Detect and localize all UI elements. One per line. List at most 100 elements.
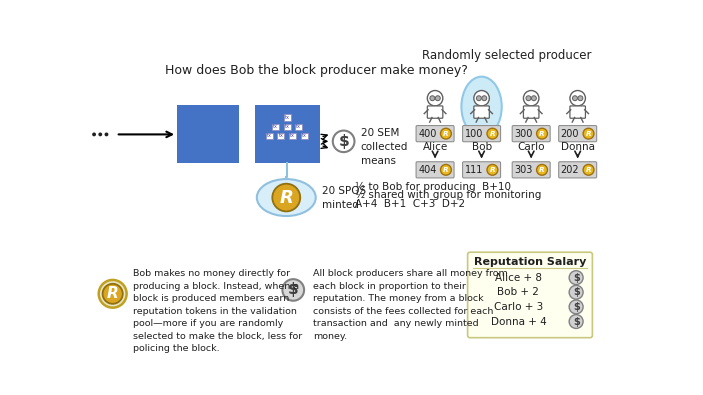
Text: 20 SEM
collected
means: 20 SEM collected means <box>361 128 408 167</box>
Text: 20 SPOS
minted: 20 SPOS minted <box>322 186 366 210</box>
Text: Reputation Salary: Reputation Salary <box>474 257 586 267</box>
Text: 303: 303 <box>514 165 533 175</box>
Circle shape <box>98 132 102 136</box>
FancyBboxPatch shape <box>272 124 279 130</box>
Text: $: $ <box>573 316 579 327</box>
Circle shape <box>430 96 435 101</box>
Circle shape <box>441 164 451 175</box>
FancyBboxPatch shape <box>416 126 454 142</box>
FancyBboxPatch shape <box>463 126 501 142</box>
Text: R: R <box>489 167 495 173</box>
Text: Bob: Bob <box>472 142 491 152</box>
FancyBboxPatch shape <box>559 162 597 178</box>
Circle shape <box>103 284 123 304</box>
Circle shape <box>569 271 583 284</box>
Ellipse shape <box>461 77 502 137</box>
Text: tx: tx <box>290 134 295 139</box>
Circle shape <box>583 128 594 139</box>
Circle shape <box>435 96 440 101</box>
Text: $: $ <box>573 273 579 283</box>
Text: tx: tx <box>302 134 307 139</box>
Circle shape <box>569 285 583 299</box>
FancyBboxPatch shape <box>301 133 308 139</box>
Text: tx: tx <box>296 124 301 129</box>
Circle shape <box>569 300 583 314</box>
FancyBboxPatch shape <box>295 124 302 130</box>
Circle shape <box>98 280 127 308</box>
Text: 400: 400 <box>418 129 437 139</box>
FancyBboxPatch shape <box>278 133 284 139</box>
Text: 202: 202 <box>560 165 579 175</box>
Text: A+4  B+1  C+3  D+2: A+4 B+1 C+3 D+2 <box>355 199 465 209</box>
FancyBboxPatch shape <box>254 105 321 163</box>
Circle shape <box>283 279 304 301</box>
Circle shape <box>441 128 451 139</box>
Text: R: R <box>443 131 449 137</box>
Circle shape <box>272 184 300 211</box>
FancyBboxPatch shape <box>266 133 273 139</box>
Circle shape <box>487 128 498 139</box>
Text: ½ shared with group for monitoring: ½ shared with group for monitoring <box>355 190 541 200</box>
Circle shape <box>570 90 586 106</box>
Text: All block producers share all money from
each block in proportion to their
reput: All block producers share all money from… <box>313 269 508 340</box>
FancyBboxPatch shape <box>512 162 550 178</box>
FancyBboxPatch shape <box>177 105 239 163</box>
Text: Carlo + 3: Carlo + 3 <box>494 302 543 312</box>
Text: R: R <box>586 167 591 173</box>
Text: ½ to Bob for producing  B+10: ½ to Bob for producing B+10 <box>355 182 511 192</box>
Circle shape <box>333 131 354 152</box>
FancyBboxPatch shape <box>289 133 296 139</box>
Circle shape <box>92 132 96 136</box>
Text: Donna: Donna <box>561 142 595 152</box>
FancyBboxPatch shape <box>524 106 539 118</box>
FancyBboxPatch shape <box>463 162 501 178</box>
Circle shape <box>536 128 548 139</box>
FancyBboxPatch shape <box>512 126 550 142</box>
Text: tx: tx <box>266 134 271 139</box>
Text: Alice + 8: Alice + 8 <box>495 273 542 283</box>
Text: R: R <box>539 167 545 173</box>
Circle shape <box>474 90 489 106</box>
FancyBboxPatch shape <box>427 106 443 118</box>
Text: R: R <box>279 188 293 207</box>
Text: Bob makes no money directly for
producing a block. Instead, when a
block is prod: Bob makes no money directly for producin… <box>133 269 302 353</box>
FancyBboxPatch shape <box>570 106 586 118</box>
Circle shape <box>524 90 539 106</box>
Text: R: R <box>489 131 495 137</box>
Text: tx: tx <box>285 124 290 129</box>
Circle shape <box>105 132 108 136</box>
Circle shape <box>526 96 531 101</box>
Circle shape <box>531 96 536 101</box>
Text: How does Bob the block producer make money?: How does Bob the block producer make mon… <box>165 64 468 77</box>
Text: Bob + 2: Bob + 2 <box>498 287 539 297</box>
Circle shape <box>536 164 548 175</box>
Text: 100: 100 <box>465 129 483 139</box>
Text: R: R <box>107 286 119 301</box>
Text: 300: 300 <box>514 129 533 139</box>
Text: $: $ <box>573 287 579 297</box>
Text: tx: tx <box>285 115 290 120</box>
Text: 200: 200 <box>561 129 579 139</box>
FancyBboxPatch shape <box>283 115 290 120</box>
Text: R: R <box>539 131 545 137</box>
FancyBboxPatch shape <box>467 252 593 338</box>
Circle shape <box>487 164 498 175</box>
Text: Randomly selected producer: Randomly selected producer <box>422 49 591 62</box>
Text: tx: tx <box>273 124 278 129</box>
Circle shape <box>427 90 443 106</box>
Text: 404: 404 <box>418 165 437 175</box>
FancyBboxPatch shape <box>474 106 489 118</box>
Circle shape <box>482 96 486 101</box>
FancyBboxPatch shape <box>559 126 597 142</box>
Circle shape <box>583 164 594 175</box>
Circle shape <box>572 96 577 101</box>
Text: Donna + 4: Donna + 4 <box>491 316 546 327</box>
Text: $: $ <box>573 302 579 312</box>
FancyBboxPatch shape <box>283 124 290 130</box>
Text: $: $ <box>288 282 299 297</box>
Circle shape <box>477 96 482 101</box>
Ellipse shape <box>257 179 316 216</box>
Text: Alice: Alice <box>423 142 448 152</box>
FancyBboxPatch shape <box>416 162 454 178</box>
Text: 111: 111 <box>465 165 483 175</box>
